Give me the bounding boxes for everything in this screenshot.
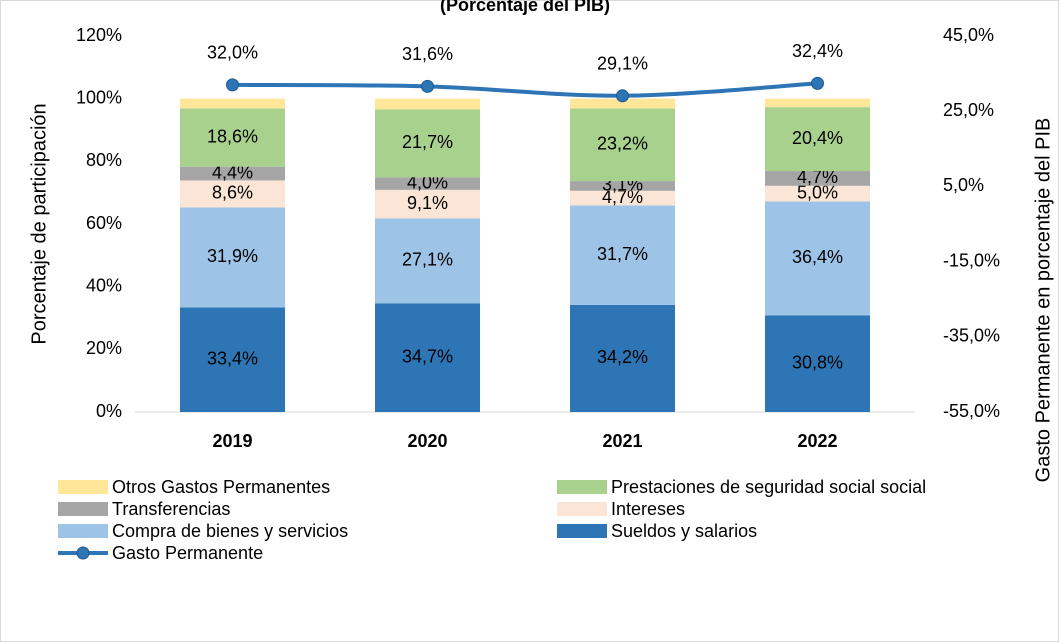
legend-swatch	[557, 524, 607, 538]
data-label: 31,6%	[402, 44, 453, 64]
bar-segment	[180, 307, 285, 412]
bar-segment	[570, 205, 675, 305]
x-tick-label: 2020	[407, 431, 447, 451]
data-label: 4,0%	[407, 172, 448, 192]
data-label: 36,4%	[792, 247, 843, 267]
bar-segment	[570, 108, 675, 182]
data-label: 20,4%	[792, 128, 843, 148]
y-tick-label: 0%	[96, 401, 122, 421]
x-tick-label: 2021	[602, 431, 642, 451]
legend-label: Prestaciones de seguridad social social	[611, 477, 926, 497]
bar-segment	[765, 107, 870, 172]
data-label: 5,0%	[797, 182, 838, 202]
legend-swatch	[557, 502, 607, 516]
x-tick-label: 2022	[797, 431, 837, 451]
legend-label: Sueldos y salarios	[611, 521, 757, 541]
legend-swatch	[557, 480, 607, 494]
data-label: 23,2%	[597, 133, 648, 153]
data-label: 31,9%	[207, 246, 258, 266]
line-marker	[811, 76, 824, 90]
data-label: 4,7%	[797, 167, 838, 187]
bar-segment	[375, 218, 480, 304]
y2-tick-label: 5,0%	[943, 175, 984, 195]
bar-segment	[375, 303, 480, 412]
data-label: 31,7%	[597, 244, 648, 264]
data-label: 18,6%	[207, 126, 258, 146]
y-tick-label: 20%	[86, 338, 122, 358]
legend-swatch	[58, 480, 108, 494]
data-label: 34,7%	[402, 346, 453, 366]
data-label: 34,2%	[597, 347, 648, 367]
data-label: 9,1%	[407, 193, 448, 213]
y-tick-label: 80%	[86, 150, 122, 170]
legend-label: Intereses	[611, 499, 685, 519]
bar-segment	[180, 207, 285, 308]
y2-tick-label: -15,0%	[943, 250, 1000, 270]
data-label: 32,4%	[792, 41, 843, 61]
y-tick-label: 100%	[76, 87, 122, 107]
data-label: 33,4%	[207, 348, 258, 368]
bar-segment	[375, 98, 480, 110]
bar-segment	[570, 181, 675, 191]
legend-label: Compra de bienes y servicios	[112, 521, 348, 541]
bar-segment	[570, 304, 675, 412]
y2-tick-label: -55,0%	[943, 401, 1000, 421]
y2-tick-label: -35,0%	[943, 326, 1000, 346]
legend-label: Otros Gastos Permanentes	[112, 477, 330, 497]
line-marker	[226, 78, 239, 92]
y-tick-label: 60%	[86, 213, 122, 233]
y2-tick-label: 25,0%	[943, 100, 994, 120]
bar-segment	[375, 109, 480, 178]
data-label: 8,6%	[212, 183, 253, 203]
data-label: 4,7%	[602, 187, 643, 207]
chart-title: (Porcentaje del PIB)	[440, 0, 610, 15]
data-label: 21,7%	[402, 132, 453, 152]
bar-segment	[765, 171, 870, 186]
legend-label: Transferencias	[112, 499, 230, 519]
bar-segment	[570, 98, 675, 109]
x-tick-label: 2019	[212, 431, 252, 451]
bar-segment	[375, 189, 480, 219]
line-marker	[616, 89, 629, 103]
line-series	[232, 81, 818, 98]
legend-marker	[76, 546, 90, 560]
bar-segment	[180, 166, 285, 181]
legend-swatch	[58, 502, 108, 516]
legend-swatch	[58, 524, 108, 538]
bar-segment	[180, 108, 285, 167]
bar-segment	[375, 177, 480, 190]
y-axis-label: Porcentaje de participación	[28, 103, 50, 344]
bar-segment	[180, 98, 285, 109]
y-tick-label: 40%	[86, 275, 122, 295]
data-label: 32,0%	[207, 43, 258, 63]
bar-segment	[765, 201, 870, 316]
y2-tick-label: 45,0%	[943, 25, 994, 45]
line-marker	[421, 79, 434, 93]
legend-label: Gasto Permanente	[112, 543, 263, 563]
data-label: 29,1%	[597, 54, 648, 74]
bar-segment	[765, 185, 870, 202]
bar-segment	[765, 315, 870, 412]
data-label: 4,4%	[212, 162, 253, 182]
bar-segment	[180, 180, 285, 208]
bar-segment	[765, 98, 870, 108]
bar-segment	[570, 190, 675, 206]
y-tick-label: 120%	[76, 25, 122, 45]
data-label: 27,1%	[402, 250, 453, 270]
data-label: 30,8%	[792, 352, 843, 372]
y2-axis-label: Gasto Permanente en porcentaje del PIB	[1032, 118, 1054, 483]
